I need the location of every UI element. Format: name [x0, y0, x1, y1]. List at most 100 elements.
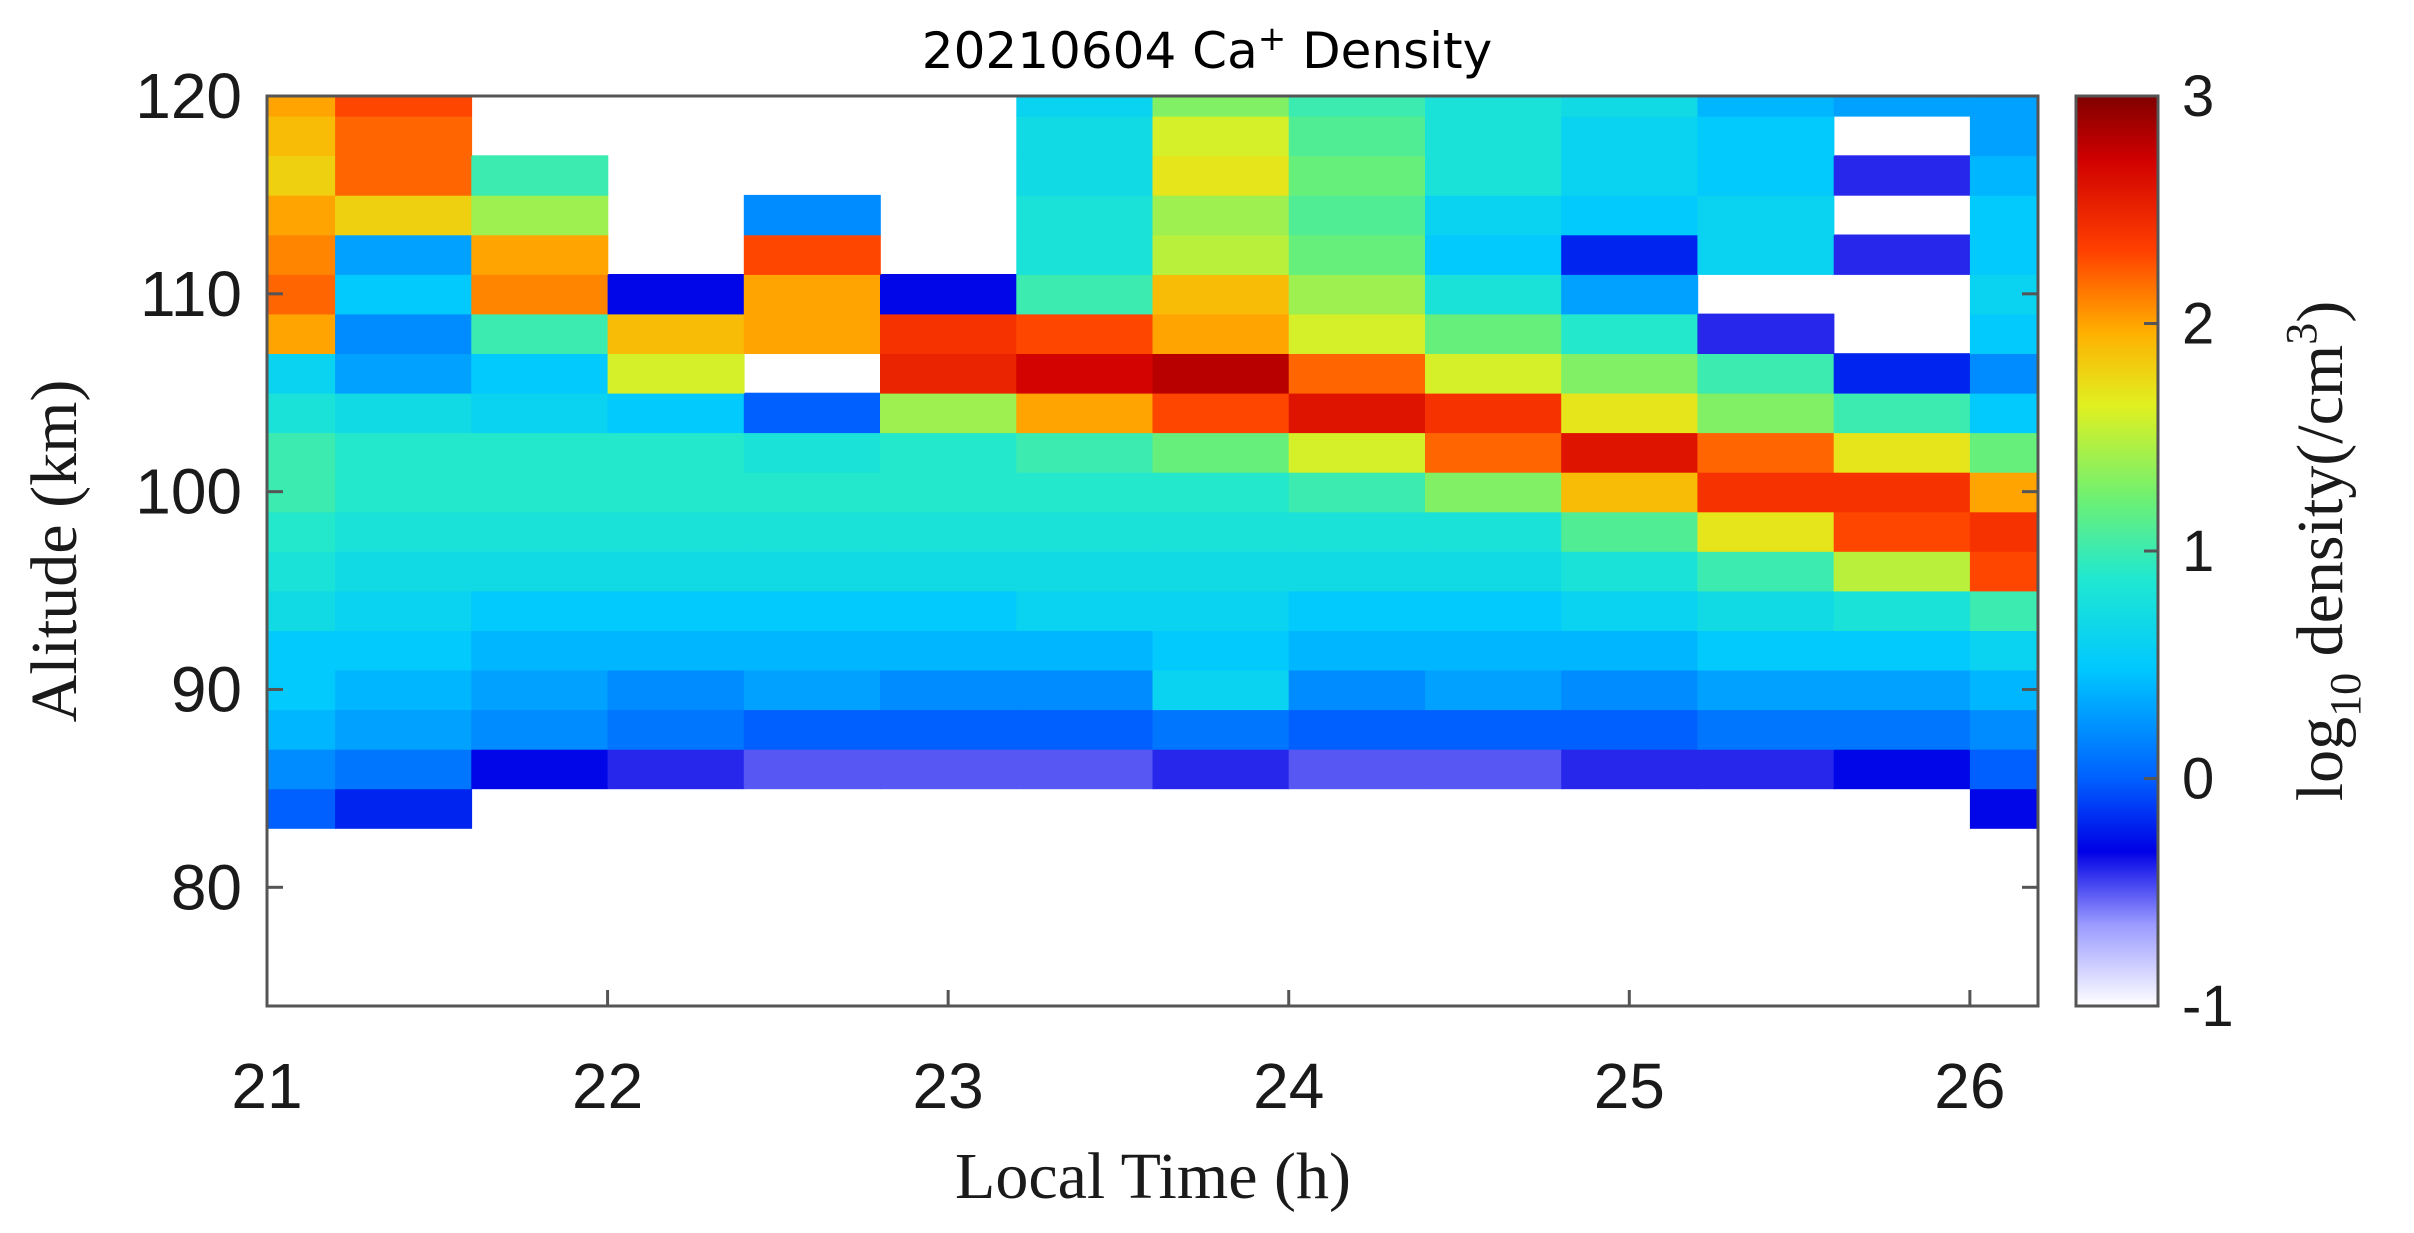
heatmap-cell — [1561, 115, 1699, 157]
heatmap-cell — [471, 274, 609, 315]
heatmap-cell — [743, 234, 881, 275]
heatmap-cell — [1425, 590, 1562, 631]
heatmap-cell — [1561, 392, 1699, 434]
heatmap-cell — [1016, 511, 1154, 552]
heatmap-cell — [1833, 630, 1971, 671]
heatmap-cell — [607, 709, 745, 750]
heatmap-cell — [743, 669, 881, 711]
heatmap-cell — [267, 194, 336, 236]
heatmap-cell — [1697, 630, 1835, 671]
heatmap-cell — [1969, 709, 2038, 750]
heatmap-cell — [1425, 96, 1562, 117]
heatmap-cell — [1425, 353, 1562, 394]
heatmap-cell — [471, 551, 609, 592]
heatmap-cell — [1425, 709, 1562, 750]
heatmap-cell — [1152, 392, 1290, 434]
heatmap-cell — [743, 274, 881, 315]
heatmap-cell — [743, 709, 881, 750]
heatmap-cell — [1561, 590, 1699, 631]
heatmap-cell — [471, 155, 609, 196]
heatmap-cell — [471, 709, 609, 750]
y-axis-label: Alitude (km) — [18, 380, 91, 723]
heatmap-cell — [1833, 709, 1971, 750]
heatmap-cell — [1288, 630, 1426, 671]
heatmap-cell — [471, 432, 609, 473]
heatmap-cell — [1152, 511, 1290, 552]
heatmap-cell — [1288, 432, 1426, 473]
heatmap-cell — [1016, 471, 1154, 513]
heatmap-cell — [607, 669, 745, 711]
heatmap-cell — [1152, 313, 1290, 354]
heatmap-cell — [1969, 115, 2038, 157]
x-axis-ticks: 21 22 23 24 25 26 — [231, 990, 2005, 1122]
heatmap-cell — [1152, 748, 1290, 790]
heatmap-cell — [1152, 471, 1290, 513]
heatmap-cell — [880, 709, 1017, 750]
x-tick-label: 22 — [572, 1050, 643, 1122]
heatmap-cell — [1697, 155, 1835, 196]
heatmap-cell — [743, 432, 881, 473]
x-axis-label: Local Time (h) — [955, 1140, 1351, 1213]
y-axis-ticks: 80 90 100 110 120 — [135, 60, 2038, 923]
heatmap-cell — [471, 392, 609, 434]
heatmap-cell — [1833, 432, 1971, 473]
heatmap-cell — [1561, 353, 1699, 394]
heatmap-cell — [1969, 155, 2038, 196]
heatmap-cell — [880, 432, 1017, 473]
plot-frame — [265, 94, 2040, 1008]
x-tick-label: 23 — [913, 1050, 984, 1122]
x-tick-label: 26 — [1934, 1050, 2005, 1122]
heatmap-cell — [335, 511, 473, 552]
colorbar-tick-label: 2 — [2182, 292, 2214, 357]
heatmap-cell — [743, 590, 881, 631]
heatmap-cell — [1425, 274, 1562, 315]
heatmap-cell — [1697, 234, 1835, 275]
heatmap-cell — [267, 748, 336, 790]
heatmap-cell — [471, 669, 609, 711]
heatmap-cell — [1697, 471, 1835, 513]
heatmap-cell — [1288, 471, 1426, 513]
heatmap-cell — [267, 353, 336, 394]
x-tick-label: 25 — [1594, 1050, 1665, 1122]
heatmap-cell — [335, 96, 473, 117]
heatmap-cell — [471, 748, 609, 790]
heatmap-cell — [1561, 274, 1699, 315]
heatmap-cell — [880, 274, 1017, 315]
heatmap-cell — [743, 194, 881, 236]
heatmap-cell — [1561, 234, 1699, 275]
heatmap-cell — [607, 551, 745, 592]
heatmap-cell — [1969, 630, 2038, 671]
heatmap-cell — [267, 313, 336, 354]
heatmap-cell — [1425, 669, 1562, 711]
heatmap-cell — [335, 709, 473, 750]
heatmap-cell — [1152, 669, 1290, 711]
heatmap-cell — [1288, 155, 1426, 196]
heatmap-cell — [607, 432, 745, 473]
heatmap-cell — [1833, 392, 1971, 434]
heatmap-cell — [335, 551, 473, 592]
heatmap-cell — [335, 669, 473, 711]
heatmap-cell — [471, 353, 609, 394]
colorbar-label: log10 density(/cm3) — [2277, 301, 2370, 801]
heatmap-cell — [1016, 155, 1154, 196]
heatmap-cell — [1288, 234, 1426, 275]
heatmap-cell — [1833, 748, 1971, 790]
heatmap-cell — [1425, 551, 1562, 592]
heatmap-cell — [743, 392, 881, 434]
heatmap-cell — [471, 630, 609, 671]
heatmap-cells — [267, 96, 2038, 829]
heatmap-cell — [1833, 234, 1971, 275]
heatmap-cell — [1288, 551, 1426, 592]
heatmap-cell — [267, 630, 336, 671]
heatmap-cell — [880, 590, 1017, 631]
heatmap-cell — [743, 630, 881, 671]
heatmap-cell — [1016, 630, 1154, 671]
heatmap-cell — [1697, 194, 1835, 236]
heatmap-cell — [1697, 748, 1835, 790]
heatmap-cell — [1833, 96, 1971, 117]
heatmap-cell — [1697, 96, 1835, 117]
heatmap-cell — [1833, 590, 1971, 631]
heatmap-cell — [607, 313, 745, 354]
heatmap-cell — [607, 471, 745, 513]
